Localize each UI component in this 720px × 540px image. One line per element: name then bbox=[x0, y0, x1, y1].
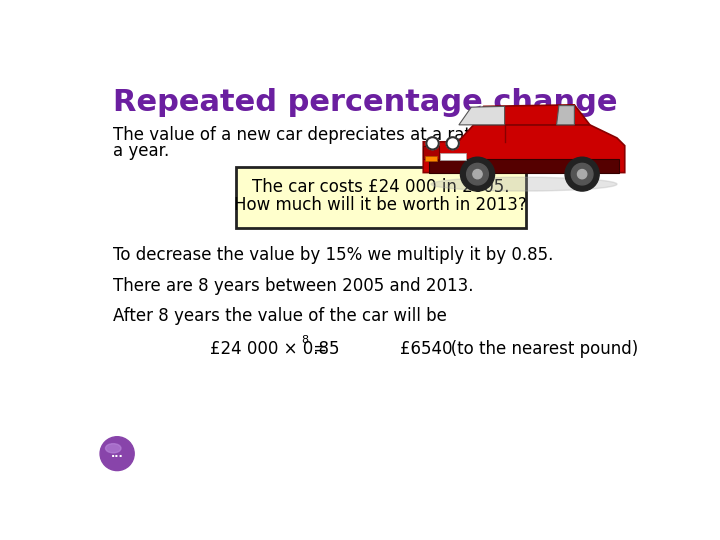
Text: To decrease the value by 15% we multiply it by 0.85.: To decrease the value by 15% we multiply… bbox=[113, 246, 554, 264]
Polygon shape bbox=[459, 106, 505, 125]
Text: The car costs £24 000 in 2005.: The car costs £24 000 in 2005. bbox=[252, 178, 509, 196]
Text: How much will it be worth in 2013?: How much will it be worth in 2013? bbox=[234, 195, 527, 214]
Polygon shape bbox=[425, 156, 437, 161]
Polygon shape bbox=[441, 153, 466, 160]
Text: a year.: a year. bbox=[113, 142, 169, 160]
Polygon shape bbox=[474, 105, 590, 125]
Ellipse shape bbox=[431, 177, 617, 191]
Polygon shape bbox=[423, 125, 625, 173]
Circle shape bbox=[446, 137, 459, 150]
Circle shape bbox=[100, 437, 134, 470]
Circle shape bbox=[473, 170, 482, 179]
Circle shape bbox=[571, 164, 593, 185]
Text: £24 000 × 0.85: £24 000 × 0.85 bbox=[210, 340, 340, 357]
Circle shape bbox=[565, 157, 599, 191]
Text: £6540: £6540 bbox=[400, 340, 452, 357]
Text: After 8 years the value of the car will be: After 8 years the value of the car will … bbox=[113, 307, 447, 325]
Text: Repeated percentage change: Repeated percentage change bbox=[113, 88, 618, 117]
Text: =: = bbox=[307, 340, 332, 357]
Text: ...: ... bbox=[111, 449, 124, 458]
Text: (to the nearest pound): (to the nearest pound) bbox=[435, 340, 638, 357]
Circle shape bbox=[577, 170, 587, 179]
Circle shape bbox=[461, 157, 495, 191]
Ellipse shape bbox=[106, 444, 121, 453]
Polygon shape bbox=[557, 106, 575, 125]
Polygon shape bbox=[423, 146, 438, 159]
Text: 8: 8 bbox=[301, 335, 308, 345]
Circle shape bbox=[426, 137, 438, 150]
Circle shape bbox=[467, 164, 488, 185]
FancyBboxPatch shape bbox=[235, 167, 526, 228]
Text: The value of a new car depreciates at a rate of 15%: The value of a new car depreciates at a … bbox=[113, 126, 544, 144]
Polygon shape bbox=[429, 159, 618, 173]
Text: There are 8 years between 2005 and 2013.: There are 8 years between 2005 and 2013. bbox=[113, 276, 474, 294]
